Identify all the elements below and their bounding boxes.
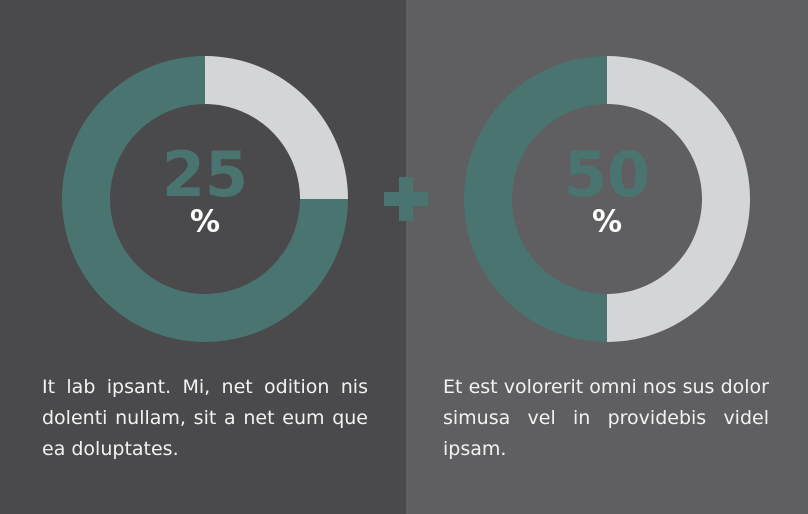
donut-segment — [607, 56, 750, 342]
caption: It lab ipsant. Mi, net odition nis dolen… — [42, 376, 368, 460]
donut-segment — [464, 56, 607, 342]
caption: Et est volorerit omni nos sus dolor simu… — [443, 376, 769, 460]
plus-sign — [384, 177, 428, 221]
center-unit: % — [190, 205, 220, 240]
donut-segment — [62, 56, 348, 342]
donut-segment — [205, 56, 348, 199]
center-value: 50 — [564, 138, 650, 211]
center-value: 25 — [162, 138, 248, 211]
center-unit: % — [592, 205, 622, 240]
